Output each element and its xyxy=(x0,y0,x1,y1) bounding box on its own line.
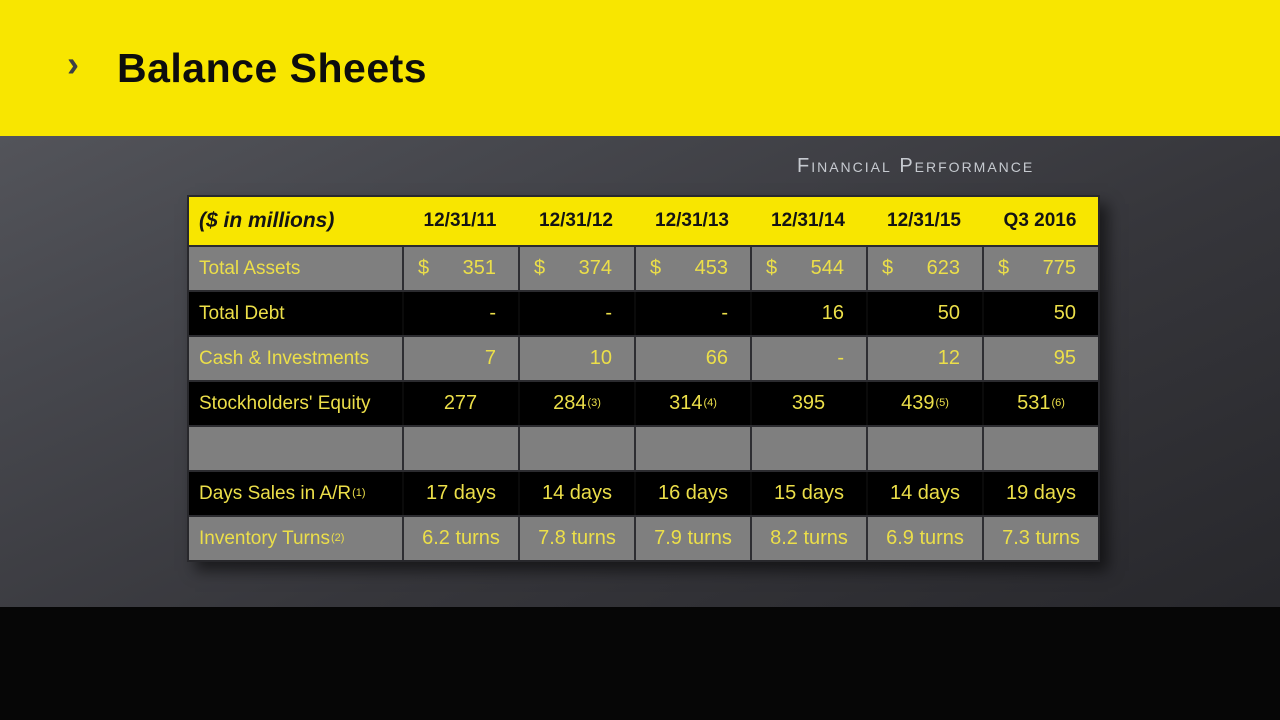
table-cell: 10 xyxy=(518,337,634,380)
table-cell: $453 xyxy=(634,247,750,290)
table-cell: 15 days xyxy=(750,472,866,515)
currency-sign: $ xyxy=(998,257,1010,279)
currency-sign: $ xyxy=(882,257,894,279)
cell-value: 314 xyxy=(669,392,703,414)
table-cell: 95 xyxy=(982,337,1098,380)
cell-value: 775 xyxy=(1042,257,1076,279)
footer: Lci ® DREW INDUSTRIES INCORPORATED (1) D… xyxy=(0,607,1280,720)
table-cell: 314 (4) xyxy=(634,382,750,425)
column-header: 12/31/12 xyxy=(539,210,613,231)
financial-table: ($ in millions) 12/31/11 12/31/12 12/31/… xyxy=(187,195,1100,562)
table-cell: 50 xyxy=(982,292,1098,335)
table-cell: 66 xyxy=(634,337,750,380)
table-cell: 14 days xyxy=(866,472,982,515)
table-cell: $623 xyxy=(866,247,982,290)
currency-sign: $ xyxy=(766,257,778,279)
table-row-stockholders-equity: Stockholders' Equity 277 284 (3) 314 (4) 3… xyxy=(189,380,1098,425)
table-row-spacer xyxy=(189,425,1098,470)
table-cell: 16 days xyxy=(634,472,750,515)
table-cell: 8.2 turns xyxy=(750,517,866,560)
currency-sign: $ xyxy=(534,257,546,279)
table-cell: 6.2 turns xyxy=(402,517,518,560)
table-row-total-assets: Total Assets $351 $374 $453 $544 $623 $7… xyxy=(189,245,1098,290)
table-cell: $544 xyxy=(750,247,866,290)
row-label: Cash & Investments xyxy=(199,347,370,369)
table-cell: 17 days xyxy=(402,472,518,515)
column-header: 12/31/11 xyxy=(423,210,497,231)
row-label-text: Inventory Turns xyxy=(199,527,330,549)
column-header: 12/31/13 xyxy=(655,210,729,231)
spacer-cell xyxy=(189,427,402,470)
table-cell: 7.8 turns xyxy=(518,517,634,560)
table-cell: 277 xyxy=(402,382,518,425)
column-header: 12/31/15 xyxy=(887,210,961,231)
table-cell: 16 xyxy=(750,292,866,335)
table-cell: 531 (6) xyxy=(982,382,1098,425)
table-cell: 7.3 turns xyxy=(982,517,1098,560)
table-cell: - xyxy=(634,292,750,335)
cell-value: 544 xyxy=(810,257,844,279)
table-row-inventory-turns: Inventory Turns (2) 6.2 turns 7.8 turns 7… xyxy=(189,515,1098,560)
table-cell: - xyxy=(518,292,634,335)
table-cell: $351 xyxy=(402,247,518,290)
table-cell: 14 days xyxy=(518,472,634,515)
table-cell: 395 xyxy=(750,382,866,425)
table-cell: 284 (3) xyxy=(518,382,634,425)
row-label-text: Days Sales in A/R xyxy=(199,482,352,504)
table-caption: ($ in millions) xyxy=(199,209,335,232)
table-row-cash-investments: Cash & Investments 7 10 66 - 12 95 xyxy=(189,335,1098,380)
page-title: Balance Sheets xyxy=(117,44,428,91)
cell-value: 395 xyxy=(791,392,826,414)
cell-value: 439 xyxy=(901,392,935,414)
table-cell: 12 xyxy=(866,337,982,380)
table-row-total-debt: Total Debt - - - 16 50 50 xyxy=(189,290,1098,335)
row-label: Total Assets xyxy=(199,257,301,279)
table-header-row: ($ in millions) 12/31/11 12/31/12 12/31/… xyxy=(189,197,1098,245)
cell-value: 623 xyxy=(926,257,960,279)
spacer-cell xyxy=(402,427,518,470)
table-cell: 50 xyxy=(866,292,982,335)
row-label: Inventory Turns (2) xyxy=(199,527,345,549)
row-label: Stockholders' Equity xyxy=(199,392,371,414)
currency-sign: $ xyxy=(418,257,430,279)
column-header: Q3 2016 xyxy=(1003,210,1077,231)
spacer-cell xyxy=(982,427,1098,470)
table-cell: 7 xyxy=(402,337,518,380)
cell-value: 351 xyxy=(462,257,496,279)
row-label: Days Sales in A/R (1) xyxy=(199,482,366,504)
currency-sign: $ xyxy=(650,257,662,279)
chevron-right-icon: › xyxy=(67,43,79,84)
spacer-cell xyxy=(750,427,866,470)
title-band: › Balance Sheets xyxy=(0,0,1280,136)
spacer-cell xyxy=(866,427,982,470)
table-cell: - xyxy=(402,292,518,335)
table-cell: 439 (5) xyxy=(866,382,982,425)
cell-value: 277 xyxy=(443,392,478,414)
section-label: Financial Performance xyxy=(797,155,1035,177)
spacer-cell xyxy=(634,427,750,470)
row-label: Total Debt xyxy=(199,302,285,324)
table-cell: $374 xyxy=(518,247,634,290)
spacer-cell xyxy=(518,427,634,470)
cell-value: 453 xyxy=(694,257,728,279)
table-cell: 7.9 turns xyxy=(634,517,750,560)
cell-value: 531 xyxy=(1017,392,1051,414)
cell-value: 284 xyxy=(553,392,587,414)
table-cell: $775 xyxy=(982,247,1098,290)
table-cell: 19 days xyxy=(982,472,1098,515)
column-header: 12/31/14 xyxy=(771,210,845,231)
table-cell: 6.9 turns xyxy=(866,517,982,560)
table-row-days-sales: Days Sales in A/R (1) 17 days 14 days 16 … xyxy=(189,470,1098,515)
cell-value: 374 xyxy=(578,257,612,279)
table-cell: - xyxy=(750,337,866,380)
